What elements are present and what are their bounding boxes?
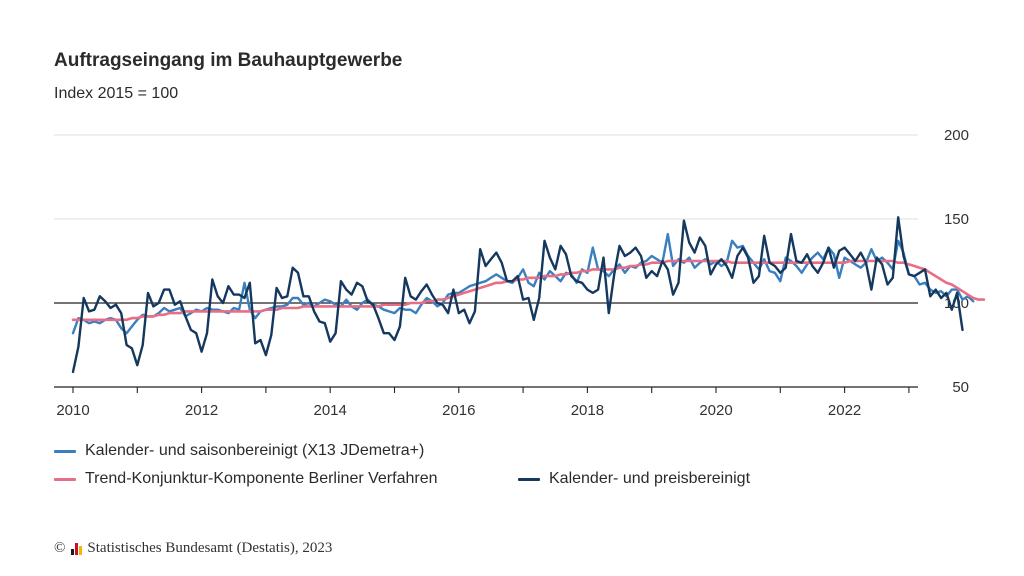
x-tick-label: 2016 [442, 402, 475, 419]
legend-label-trend: Trend-Konjunktur-Komponente Berliner Ver… [85, 470, 438, 487]
legend-swatch-trend [54, 477, 76, 481]
source-text: Statistisches Bundesamt (Destatis), 2023 [87, 540, 333, 556]
series-lines [71, 216, 986, 374]
legend-swatch-saison [54, 449, 76, 453]
x-tick-label: 2014 [314, 402, 347, 419]
legend-label-saison: Kalender- und saisonbereinigt (X13 JDeme… [85, 442, 425, 459]
source-note: © Statistisches Bundesamt (Destatis), 20… [54, 540, 332, 557]
copyright-symbol: © [54, 540, 66, 556]
y-tick-label: 50 [952, 379, 969, 396]
x-axis [54, 386, 918, 393]
x-tick-label: 2010 [56, 402, 89, 419]
legend-item-trend: Trend-Konjunktur-Komponente Berliner Ver… [54, 470, 438, 488]
chart-title: Auftragseingang im Bauhauptgewerbe [54, 50, 403, 71]
x-tick-label: 2022 [828, 402, 861, 419]
legend-label-preis: Kalender- und preisbereinigt [549, 470, 751, 487]
y-tick-label: 150 [944, 211, 969, 228]
x-tick-label: 2020 [699, 402, 732, 419]
chart-subtitle: Index 2015 = 100 [54, 85, 179, 102]
legend-item-saison: Kalender- und saisonbereinigt (X13 JDeme… [54, 442, 424, 460]
legend-swatch-preis [518, 477, 540, 481]
grid-lines [54, 134, 918, 304]
x-tick-label: 2018 [571, 402, 604, 419]
destatis-logo-icon [71, 542, 83, 555]
series-line-preis [71, 216, 964, 374]
x-axis-labels: 2010 2012 2014 2016 2018 2020 2022 [56, 402, 861, 419]
y-tick-label: 200 [944, 127, 969, 144]
legend-item-preis: Kalender- und preisbereinigt [518, 470, 750, 488]
x-tick-label: 2012 [185, 402, 218, 419]
